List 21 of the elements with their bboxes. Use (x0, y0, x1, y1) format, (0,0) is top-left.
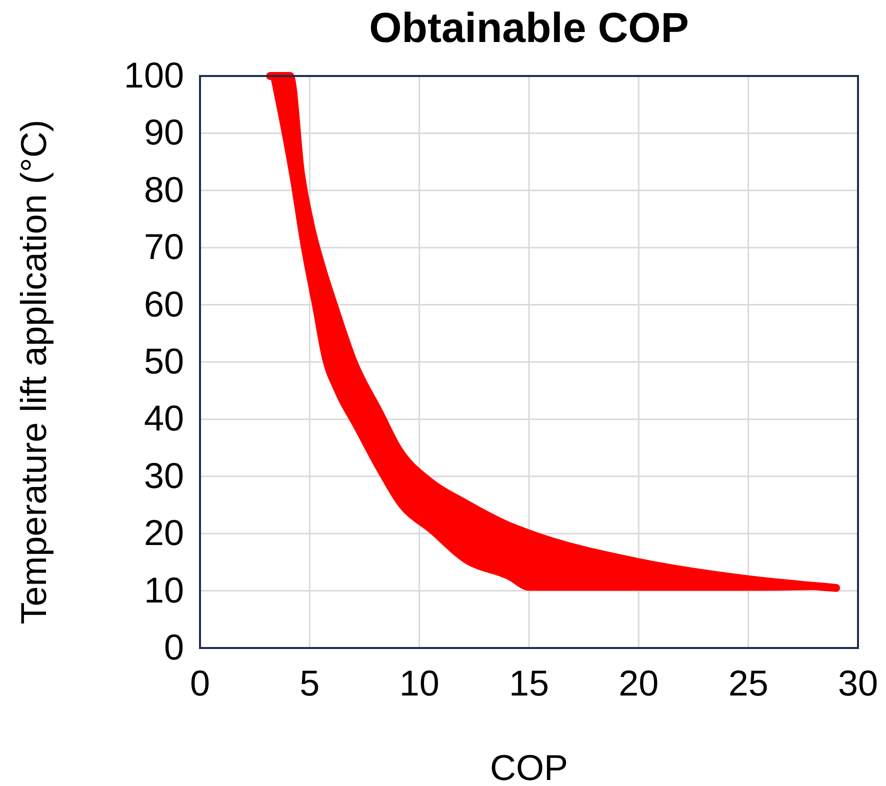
y-axis-title: Temperature lift application (°C) (13, 120, 54, 624)
y-tick-label: 20 (144, 512, 184, 554)
y-tick-label: 100 (124, 54, 184, 96)
x-axis-title: COP (490, 747, 568, 786)
y-tick-label: 60 (144, 283, 184, 324)
chart-title: Obtainable COP (369, 4, 689, 51)
y-tick-label: 30 (144, 454, 184, 496)
x-tick-label: 5 (300, 662, 320, 704)
x-tick-label: 15 (508, 662, 550, 704)
x-tick-label: 25 (728, 662, 768, 704)
y-tick-label: 0 (164, 626, 184, 668)
x-tick-label: 10 (399, 662, 440, 704)
y-tick-label: 70 (144, 226, 184, 268)
y-tick-label: 50 (144, 340, 184, 382)
y-tick-label: 90 (144, 112, 184, 153)
y-tick-label: 40 (144, 398, 184, 439)
x-tick-label: 20 (618, 662, 659, 704)
y-tick-label: 80 (144, 168, 184, 210)
y-tick-label: 10 (144, 569, 184, 610)
x-tick-label: 0 (190, 662, 210, 704)
x-tick-label: 30 (838, 662, 878, 704)
